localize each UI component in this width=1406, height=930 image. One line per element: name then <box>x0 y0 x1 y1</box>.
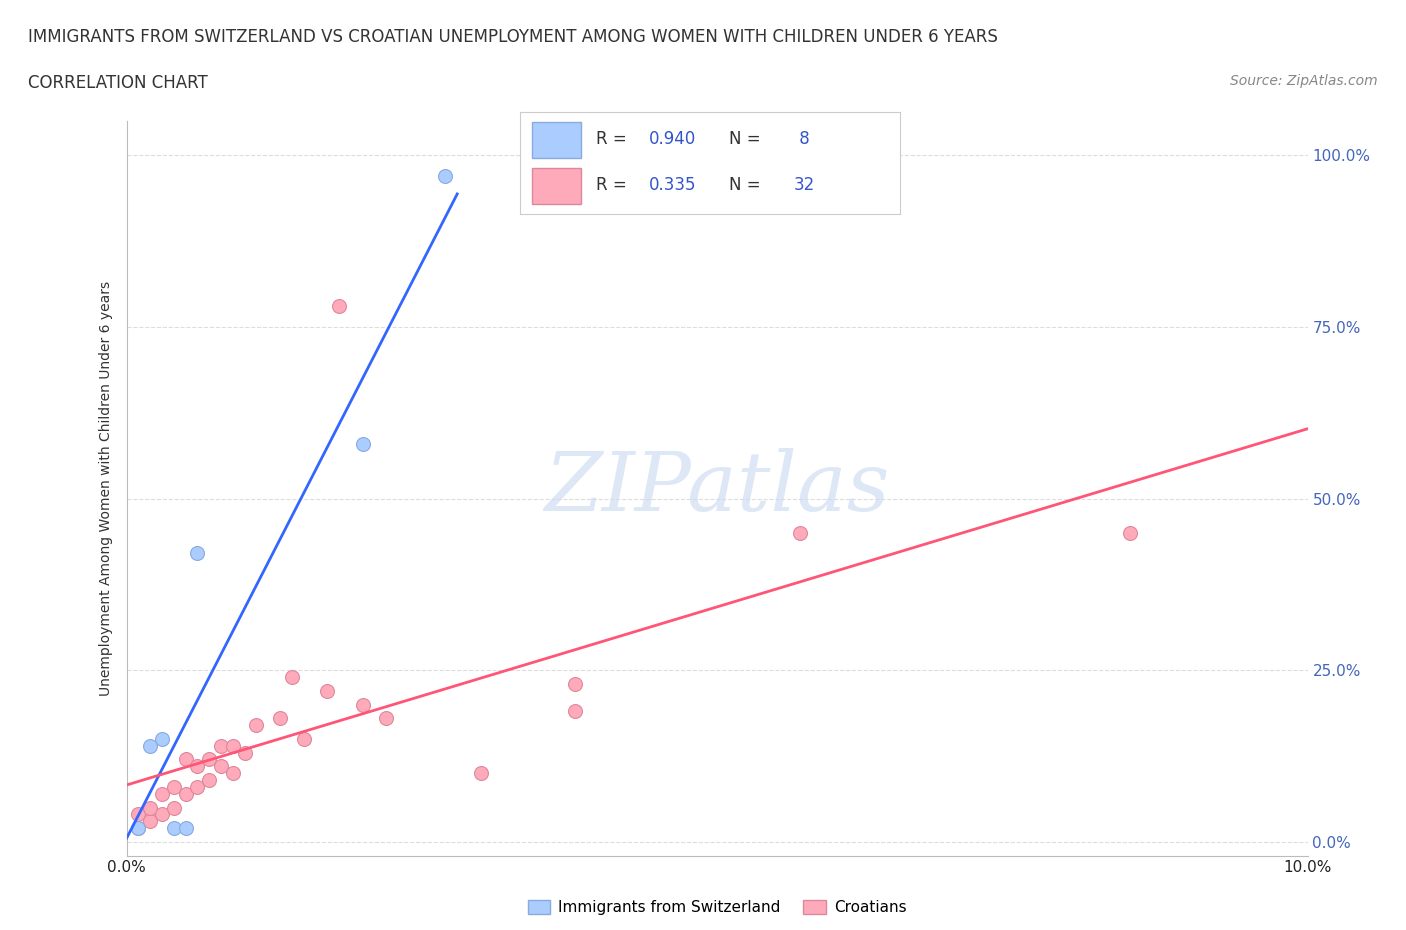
Point <box>222 765 245 780</box>
Point <box>139 814 162 829</box>
Point <box>789 525 811 540</box>
Text: IMMIGRANTS FROM SWITZERLAND VS CROATIAN UNEMPLOYMENT AMONG WOMEN WITH CHILDREN U: IMMIGRANTS FROM SWITZERLAND VS CROATIAN … <box>28 28 998 46</box>
Point <box>292 731 315 746</box>
Point <box>174 787 197 802</box>
Text: N =: N = <box>730 177 766 194</box>
Bar <box>531 122 581 157</box>
Point <box>150 807 173 822</box>
Point <box>163 779 186 794</box>
Legend: Immigrants from Switzerland, Croatians: Immigrants from Switzerland, Croatians <box>522 894 912 922</box>
Point <box>1119 525 1142 540</box>
Point <box>186 546 208 561</box>
Point <box>281 670 304 684</box>
Point <box>198 752 221 767</box>
Text: R =: R = <box>596 177 633 194</box>
Point <box>209 759 232 774</box>
Point <box>434 168 457 183</box>
Text: N =: N = <box>730 130 766 148</box>
Text: 8: 8 <box>793 130 810 148</box>
Text: CORRELATION CHART: CORRELATION CHART <box>28 74 208 92</box>
Point <box>139 800 162 815</box>
Point <box>198 773 221 788</box>
Point <box>316 684 339 698</box>
Point <box>150 731 173 746</box>
Point <box>470 765 492 780</box>
Text: 0.335: 0.335 <box>650 177 697 194</box>
Point <box>328 299 350 313</box>
Point <box>163 800 186 815</box>
Point <box>186 779 208 794</box>
Y-axis label: Unemployment Among Women with Children Under 6 years: Unemployment Among Women with Children U… <box>98 281 112 696</box>
Point <box>127 820 149 835</box>
Point <box>127 820 149 835</box>
Point <box>564 704 586 719</box>
Point <box>269 711 291 725</box>
Point <box>352 698 374 712</box>
Point <box>564 676 586 691</box>
Point <box>222 738 245 753</box>
Point <box>174 820 197 835</box>
Text: 32: 32 <box>793 177 815 194</box>
Point <box>139 738 162 753</box>
Point <box>245 718 267 733</box>
Text: Source: ZipAtlas.com: Source: ZipAtlas.com <box>1230 74 1378 88</box>
Text: ZIPatlas: ZIPatlas <box>544 448 890 528</box>
Bar <box>531 168 581 204</box>
Point <box>375 711 398 725</box>
Point <box>209 738 232 753</box>
Point <box>163 820 186 835</box>
Text: R =: R = <box>596 130 633 148</box>
Point <box>174 752 197 767</box>
Point <box>186 759 208 774</box>
Point <box>352 436 374 451</box>
Point <box>150 787 173 802</box>
Text: 0.940: 0.940 <box>650 130 696 148</box>
Point <box>233 745 256 760</box>
Point <box>127 807 149 822</box>
